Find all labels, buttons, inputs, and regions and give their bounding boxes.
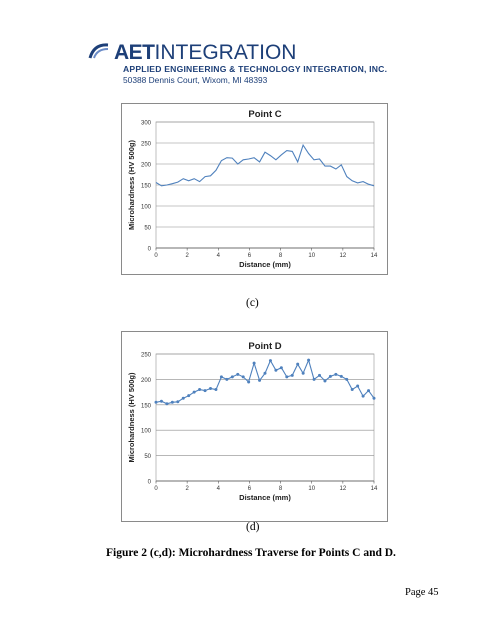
chart-d-data-point (279, 366, 283, 370)
chart-d-title: Point D (248, 341, 281, 352)
chart-d-y-tick-label: 200 (141, 378, 152, 384)
chart-d-data-point (372, 396, 376, 400)
company-tagline: APPLIED ENGINEERING & TECHNOLOGY INTEGRA… (123, 64, 388, 74)
chart-c-x-tick-label: 14 (371, 253, 378, 259)
chart-d-y-tick-label: 50 (144, 454, 151, 460)
chart-d-x-tick-label: 6 (248, 486, 252, 492)
chart-d-y-tick-label: 100 (141, 429, 152, 435)
subfigure-caption-d: (d) (246, 521, 260, 533)
chart-c-y-tick-label: 50 (144, 226, 151, 232)
chart-d-x-tick-label: 12 (340, 486, 347, 492)
chart-d-data-point (307, 358, 311, 362)
company-address: 50388 Dennis Court, Wixom, MI 48393 (123, 75, 268, 85)
chart-d-data-point (192, 390, 196, 394)
chart-c-x-tick-label: 2 (185, 253, 189, 259)
chart-c-y-tick-label: 200 (141, 163, 152, 169)
company-logo: AETINTEGRATION (88, 42, 388, 72)
chart-d-data-point (328, 374, 332, 378)
chart-c-x-tick-label: 10 (308, 253, 315, 259)
chart-c-y-tick-label: 150 (141, 184, 152, 190)
chart-point-d: 0 50 100 150 200 250 0 2 4 6 8 10 12 14 Point D Distanc… (121, 331, 388, 522)
chart-d-y-tick-label: 150 (141, 403, 152, 409)
chart-d-y-tick-label: 250 (141, 353, 152, 359)
logo-thin-text: INTEGRATION (154, 41, 297, 64)
chart-d-data-point (209, 387, 212, 391)
chart-d-data-point (268, 359, 272, 363)
chart-d-data-point (187, 394, 191, 398)
chart-d-data-point (290, 373, 294, 377)
chart-d-data-point (301, 371, 305, 375)
chart-c-x-tick-label: 12 (340, 253, 347, 259)
chart-c-x-tick-label: 6 (248, 253, 252, 259)
chart-d-data-point (318, 373, 321, 377)
chart-c-x-tick-label: 0 (154, 253, 158, 259)
chart-d-data-point (367, 389, 371, 393)
figure-caption: Figure 2 (c,d): Microhardness Traverse f… (106, 547, 396, 559)
chart-d-data-point (225, 377, 229, 381)
chart-d-data-point (334, 372, 338, 376)
chart-d-x-axis-label: Distance (mm) (239, 493, 291, 502)
chart-d-data-point (214, 388, 218, 392)
chart-c-y-tick-label: 300 (141, 121, 152, 127)
chart-c-y-tick-label: 100 (141, 205, 152, 211)
chart-c-x-tick-label: 4 (217, 253, 221, 259)
chart-d-data-point (198, 388, 202, 392)
chart-d-data-point (154, 400, 158, 404)
chart-d-data-point (361, 394, 365, 398)
chart-d-data-point (203, 389, 207, 393)
logo-wordmark: AETINTEGRATION (114, 42, 296, 64)
chart-point-d-svg: 0 50 100 150 200 250 0 2 4 6 8 10 12 14 Point D Distanc… (127, 341, 378, 502)
chart-d-data-point (258, 378, 262, 382)
chart-d-x-tick-label: 10 (308, 486, 315, 492)
chart-d-data-point (285, 375, 289, 379)
chart-c-title: Point C (248, 109, 281, 120)
chart-d-plot-area (155, 353, 375, 482)
chart-d-data-point (236, 372, 240, 376)
logo-bold-text: AET (114, 41, 155, 64)
chart-d-data-point (356, 384, 360, 388)
chart-d-x-tick-label: 0 (154, 486, 158, 492)
chart-d-data-point (247, 380, 251, 384)
chart-d-data-point (219, 375, 223, 379)
chart-c-x-tick-label: 8 (279, 253, 283, 259)
chart-d-data-point (350, 388, 354, 392)
chart-c-y-tick-label: 250 (141, 142, 152, 148)
chart-d-data-point (339, 374, 343, 378)
chart-c-x-axis-label: Distance (mm) (239, 260, 291, 269)
chart-d-data-point (312, 377, 316, 381)
chart-d-x-tick-label: 8 (279, 486, 283, 492)
chart-point-c-svg: 0 50 100 150 200 250 300 0 2 4 6 8 10 12 14 Point C Dist… (127, 109, 378, 269)
chart-d-data-point (241, 375, 245, 379)
chart-c-y-tick-label: 0 (148, 247, 152, 253)
chart-c-y-axis-label: Microhardness (HV 500g) (127, 139, 136, 230)
subfigure-caption-c: (c) (246, 297, 259, 309)
chart-d-data-point (263, 371, 267, 375)
chart-d-data-point (170, 400, 174, 404)
chart-d-data-point (165, 402, 169, 406)
chart-d-data-point (345, 377, 349, 381)
chart-c-series-line (155, 143, 375, 187)
page-number: Page 45 (405, 587, 439, 598)
chart-d-x-tick-label: 2 (185, 486, 189, 492)
chart-d-x-tick-label: 14 (371, 486, 378, 492)
chart-d-data-point (323, 379, 327, 383)
chart-d-data-point (230, 375, 234, 379)
chart-d-data-point (159, 399, 163, 403)
chart-d-data-point (296, 362, 300, 366)
chart-d-y-tick-label: 0 (148, 480, 152, 486)
chart-d-y-axis-label: Microhardness (HV 500g) (127, 372, 136, 463)
chart-d-data-point (252, 361, 256, 365)
logo-arc-icon (88, 43, 109, 59)
chart-d-x-tick-label: 4 (217, 486, 221, 492)
chart-point-c: 0 50 100 150 200 250 300 0 2 4 6 8 10 12 14 Point C Dist… (121, 103, 388, 275)
chart-d-data-point (274, 368, 278, 372)
chart-d-data-point (176, 400, 180, 404)
chart-d-data-point (181, 396, 185, 400)
